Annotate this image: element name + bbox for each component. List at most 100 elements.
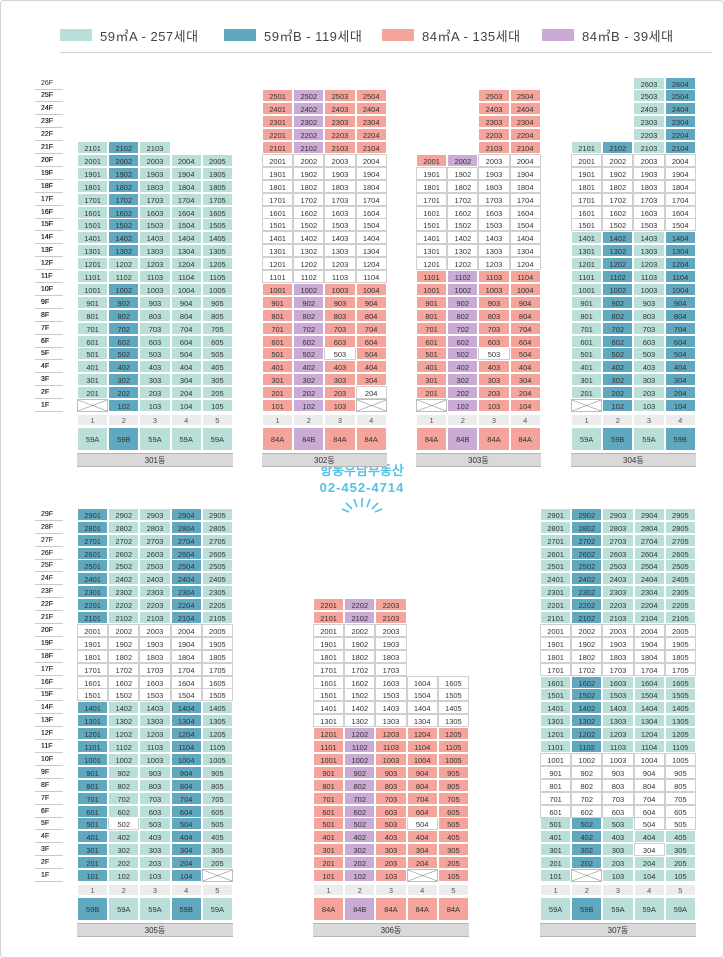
unit-cell[interactable]: 2002 [108,153,140,167]
unit-cell[interactable]: 1804 [664,179,696,193]
unit-cell[interactable]: 901 [313,765,345,779]
unit-cell[interactable]: 2101 [571,141,603,154]
unit-cell[interactable]: 1205 [201,257,233,271]
unit-cell[interactable]: 1204 [664,257,696,271]
unit-cell[interactable]: 204 [406,856,438,870]
unit-cell[interactable]: 1405 [437,701,469,715]
unit-cell[interactable]: 801 [540,778,572,792]
unit-cell[interactable]: 2201 [313,598,345,612]
unit-cell[interactable]: 1101 [416,270,448,283]
unit-cell[interactable]: 203 [375,856,407,870]
unit-cell[interactable]: 1301 [540,714,572,728]
unit-cell[interactable]: 2404 [664,102,696,116]
unit-cell[interactable]: 1002 [447,282,479,296]
unit-cell[interactable]: 1103 [602,740,634,753]
unit-cell[interactable]: 401 [313,830,345,844]
unit-cell[interactable]: 2002 [108,623,140,637]
unit-cell[interactable]: 901 [77,765,109,779]
unit-cell[interactable]: 905 [201,765,233,779]
unit-cell[interactable]: 2005 [664,623,696,637]
unit-cell[interactable]: 403 [139,830,171,844]
unit-cell[interactable]: 2703 [139,533,171,547]
unit-cell[interactable]: 1604 [355,205,387,219]
unit-cell[interactable]: 2603 [602,546,634,560]
unit-cell[interactable]: 1405 [201,231,233,245]
unit-cell[interactable]: 1303 [324,244,356,258]
unit-cell[interactable]: 1502 [602,218,634,232]
unit-cell[interactable]: 2401 [77,572,109,586]
unit-cell[interactable]: 1604 [633,675,665,689]
unit-cell[interactable]: 1301 [262,244,294,258]
unit-cell[interactable]: 2804 [170,520,202,534]
unit-cell[interactable]: 301 [77,373,109,387]
unit-cell[interactable]: 1004 [355,282,387,296]
unit-cell[interactable]: 1903 [478,166,510,180]
unit-cell[interactable]: 1604 [170,205,202,219]
unit-cell[interactable]: 1605 [201,675,233,689]
unit-cell[interactable]: 2001 [571,153,603,167]
unit-cell[interactable]: 1703 [139,192,171,206]
unit-cell[interactable]: 1901 [77,166,109,180]
unit-cell[interactable]: 1202 [108,727,140,741]
unit-cell[interactable]: 1103 [375,740,407,753]
unit-cell[interactable]: 1505 [201,688,233,702]
unit-cell[interactable]: 1304 [633,714,665,728]
unit-cell[interactable]: 2501 [540,559,572,573]
unit-cell[interactable]: 704 [406,791,438,805]
unit-cell[interactable]: 1803 [633,179,665,193]
unit-cell[interactable]: 802 [344,778,376,792]
unit-cell[interactable]: 401 [571,360,603,374]
unit-cell[interactable]: 901 [571,295,603,309]
unit-cell[interactable]: 204 [170,856,202,870]
unit-cell[interactable]: 502 [293,347,325,361]
unit-cell[interactable]: 1704 [509,192,541,206]
unit-cell[interactable]: 1904 [170,166,202,180]
unit-cell[interactable]: 704 [170,321,202,335]
unit-cell[interactable]: 702 [108,791,140,805]
unit-cell[interactable]: 603 [602,804,634,818]
unit-cell[interactable]: 1803 [375,649,407,663]
unit-cell[interactable]: 1505 [201,218,233,232]
unit-cell[interactable]: 2202 [108,598,140,612]
unit-cell[interactable]: 1302 [344,714,376,728]
unit-cell[interactable]: 1701 [313,662,345,676]
unit-cell[interactable]: 303 [375,843,407,857]
unit-cell[interactable]: 1701 [77,662,109,676]
unit-cell[interactable]: 1605 [437,675,469,689]
unit-cell[interactable]: 1302 [108,244,140,258]
unit-cell[interactable]: 1501 [416,218,448,232]
unit-cell[interactable]: 702 [571,791,603,805]
unit-cell[interactable]: 704 [170,791,202,805]
unit-cell[interactable]: 1605 [664,675,696,689]
unit-cell[interactable]: 1805 [201,649,233,663]
unit-cell[interactable]: 1404 [170,231,202,245]
unit-cell[interactable]: 2301 [77,585,109,599]
unit-cell[interactable]: 1103 [139,740,171,753]
unit-cell[interactable]: 1904 [355,166,387,180]
unit-cell[interactable]: 1801 [571,179,603,193]
unit-cell[interactable]: 2403 [478,102,510,116]
unit-cell[interactable]: 1904 [170,636,202,650]
unit-cell[interactable]: 103 [633,399,665,412]
unit-cell[interactable]: 1301 [77,714,109,728]
unit-cell[interactable]: 1002 [108,282,140,296]
unit-cell[interactable]: 2702 [571,533,603,547]
unit-cell[interactable]: 1203 [139,727,171,741]
unit-cell[interactable]: 2904 [170,507,202,521]
unit-cell[interactable]: 201 [77,856,109,870]
unit-cell[interactable]: 1504 [664,218,696,232]
unit-cell[interactable]: 1301 [313,714,345,728]
unit-cell[interactable]: 1503 [602,688,634,702]
unit-cell[interactable]: 1004 [633,752,665,766]
unit-cell[interactable]: 2001 [77,153,109,167]
unit-cell[interactable]: 1905 [664,636,696,650]
unit-cell[interactable]: 1404 [170,701,202,715]
unit-cell[interactable]: 2902 [108,507,140,521]
unit-cell[interactable]: 202 [108,386,140,400]
unit-cell[interactable]: 302 [108,373,140,387]
unit-cell[interactable]: 1402 [108,231,140,245]
unit-cell[interactable]: 1005 [664,752,696,766]
unit-cell[interactable]: 2004 [664,153,696,167]
unit-cell[interactable]: 1601 [77,675,109,689]
unit-cell[interactable]: 1303 [139,244,171,258]
